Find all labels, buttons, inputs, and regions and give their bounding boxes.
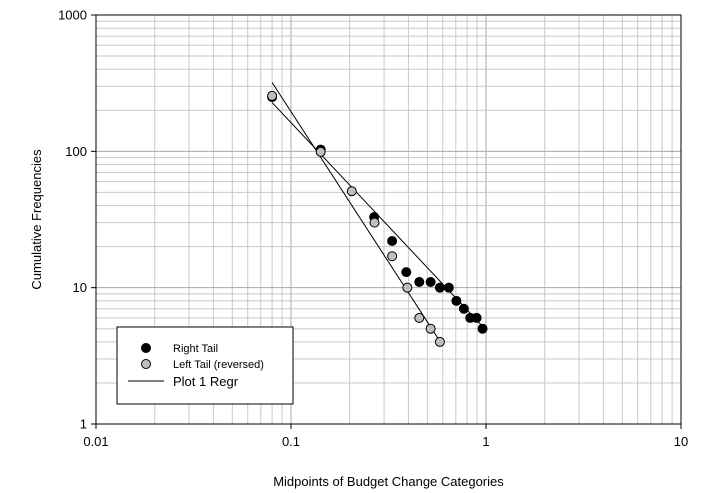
legend-label-right-tail: Right Tail (173, 343, 218, 355)
x-axis-title: Midpoints of Budget Change Categories (273, 474, 504, 489)
left-tail-point (267, 90, 278, 101)
legend-marker-right-tail (141, 343, 151, 353)
legend-marker-left-tail (141, 359, 151, 369)
y-axis-title: Cumulative Frequencies (29, 149, 44, 290)
x-tick-label: 1 (482, 434, 489, 449)
x-tick-label: 10 (674, 434, 688, 449)
right-tail-point (434, 282, 445, 293)
left-tail-point (369, 217, 380, 228)
right-tail-point (387, 235, 398, 246)
right-tail-point (401, 267, 412, 278)
ticks-layer: 0.01 0.1 1 10 1 10 100 1000 (58, 8, 688, 450)
legend: Right Tail Left Tail (reversed) Plot 1 R… (116, 326, 294, 405)
left-tail-point (346, 186, 357, 197)
right-tail-point (425, 277, 436, 288)
left-tail-point (315, 146, 326, 157)
legend-label-regression: Plot 1 Regr (173, 374, 239, 389)
right-tail-point (451, 295, 462, 306)
regression-layer (271, 82, 483, 344)
grid-layer (96, 15, 681, 424)
x-tick-label: 0.1 (282, 434, 300, 449)
legend-label-left-tail: Left Tail (reversed) (173, 359, 264, 371)
plot-frame (95, 14, 682, 425)
left-tail-point (387, 251, 398, 262)
right-tail-point (477, 323, 488, 334)
y-tick-label: 1 (80, 417, 87, 432)
y-tick-label: 100 (65, 144, 87, 159)
left-tail-point (425, 323, 436, 334)
x-tick-label: 0.01 (83, 434, 108, 449)
left-tail-point (414, 312, 425, 323)
left-tail-point (434, 336, 445, 347)
right-tail-point (471, 312, 482, 323)
right-tail-point (414, 277, 425, 288)
points-layer (267, 90, 488, 347)
right-tail-point (458, 303, 469, 314)
right-tail-point (443, 282, 454, 293)
y-tick-label: 10 (73, 280, 87, 295)
left-tail-point (402, 282, 413, 293)
regression-line (271, 82, 442, 344)
y-tick-label: 1000 (58, 8, 87, 23)
